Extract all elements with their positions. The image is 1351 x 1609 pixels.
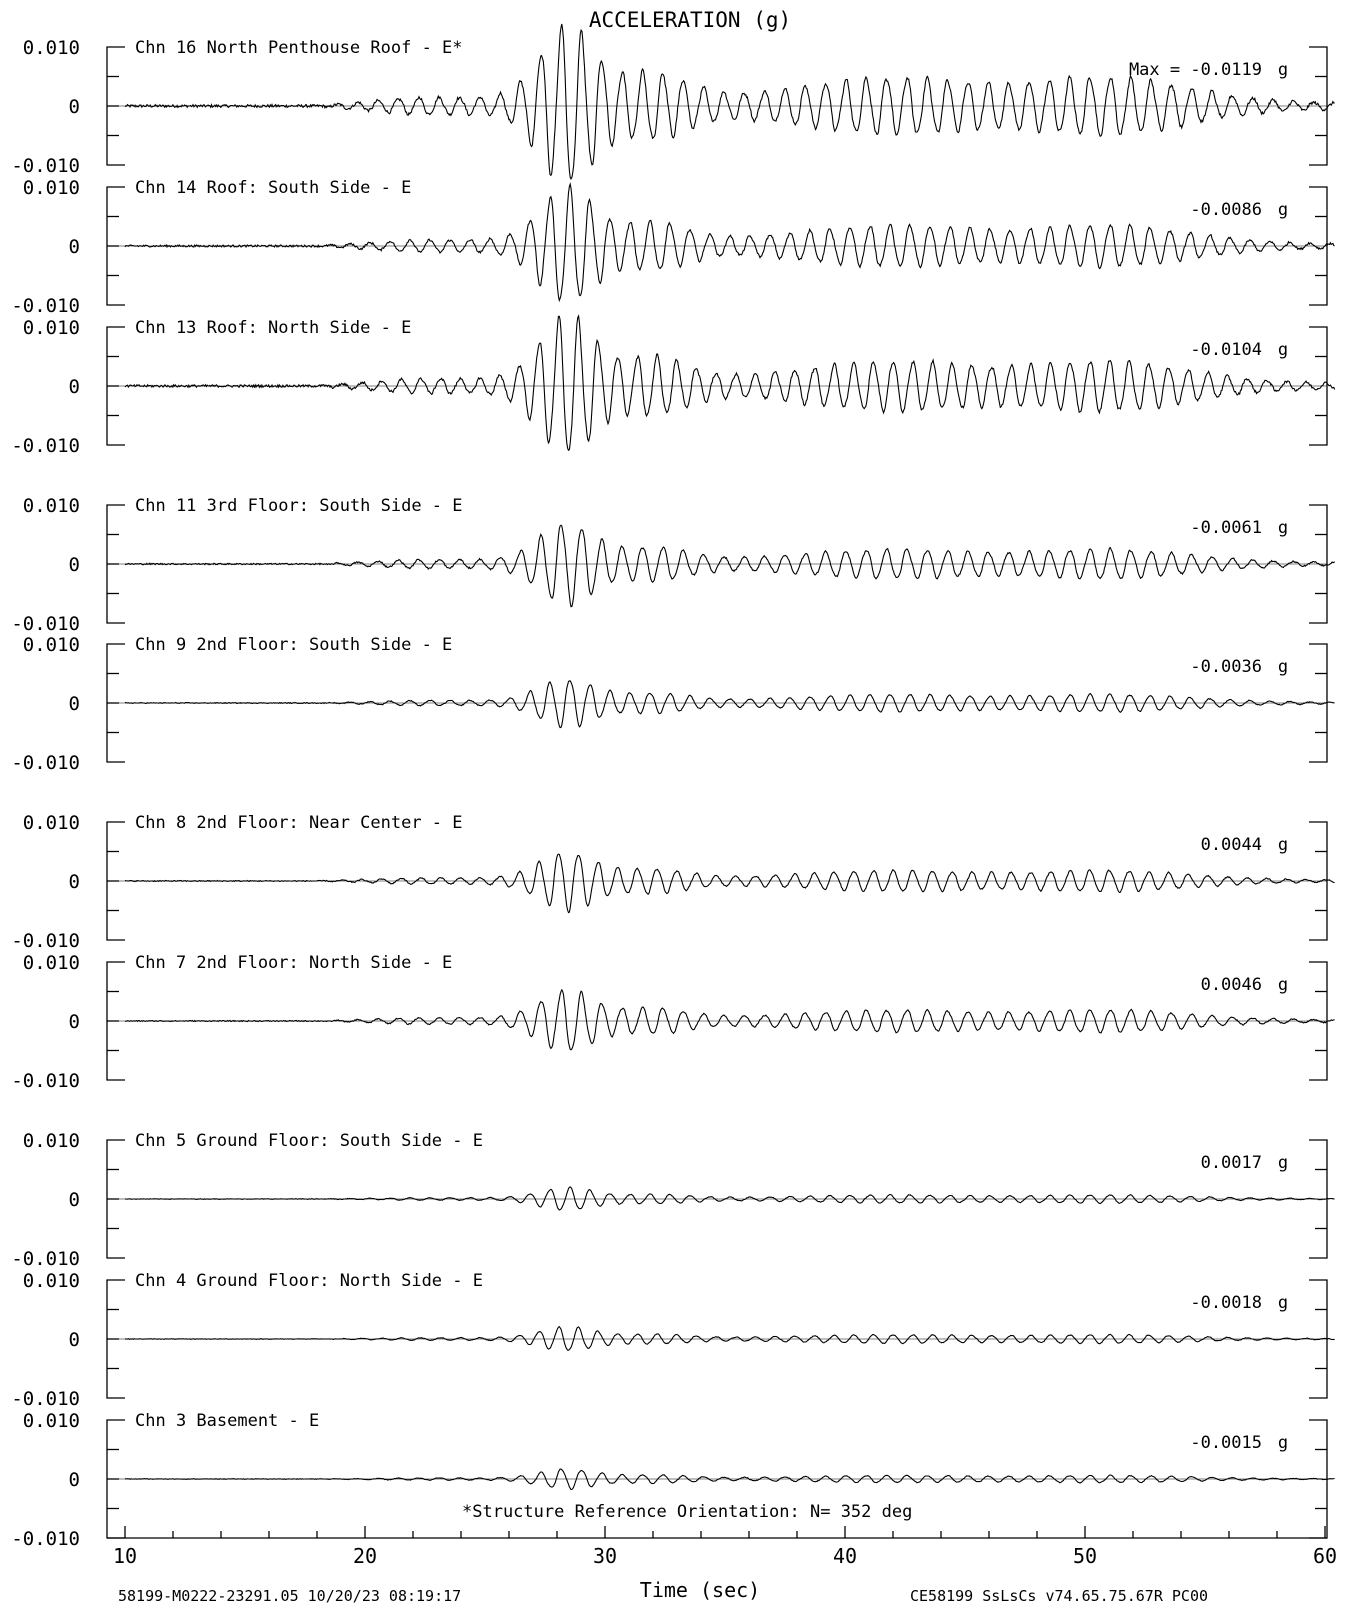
channel-label: Chn 3 Basement - E (135, 1411, 319, 1431)
channel-label: Chn 13 Roof: North Side - E (135, 318, 411, 338)
y-tick-label: -0.010 (11, 752, 80, 774)
footer-record-id: 58199-M0222-23291.05 10/20/23 08:19:17 (118, 1587, 461, 1604)
waveform-series (124, 314, 1336, 452)
y-tick-label: 0 (69, 1469, 80, 1491)
channel-panel: 0.010 0 -0.010 Chn 8 2nd Floor: Near Center… (11, 812, 1335, 952)
waveform-series (124, 524, 1336, 608)
channel-max-value: 0.0017 (1201, 1153, 1262, 1173)
y-tick-label: 0.010 (23, 317, 80, 339)
channel-panel: 0.010 0 -0.010 Chn 16 North Penthouse Roof … (11, 23, 1335, 181)
x-axis: 10 20 30 40 50 60 (107, 1526, 1337, 1568)
y-tick-label: 0.010 (23, 812, 80, 834)
y-tick-label: 0 (69, 1011, 80, 1033)
channel-max-unit: g (1278, 200, 1288, 220)
y-tick-label: 0 (69, 554, 80, 576)
channel-panel: 0.010 0 -0.010 Chn 4 Ground Floor: North Si… (11, 1270, 1335, 1410)
channel-panels: 0.010 0 -0.010 Chn 16 North Penthouse Roof … (11, 23, 1336, 1550)
y-tick-label: 0 (69, 871, 80, 893)
channel-label: Chn 7 2nd Floor: North Side - E (135, 953, 452, 973)
waveform-series (124, 1325, 1335, 1351)
channel-panel: 0.010 0 -0.010 Chn 13 Roof: North Side - E -… (11, 314, 1336, 457)
waveform-series (124, 853, 1335, 914)
x-tick-label: 30 (593, 1544, 617, 1568)
channel-max-unit: g (1278, 60, 1288, 80)
channel-panel: 0.010 0 -0.010 Chn 7 2nd Floor: North Side … (11, 952, 1335, 1092)
y-tick-label: 0 (69, 693, 80, 715)
y-tick-label: -0.010 (11, 1070, 80, 1092)
y-tick-label: 0.010 (23, 495, 80, 517)
channel-max-value: -0.0086 (1190, 200, 1262, 220)
channel-max-value: -0.0015 (1190, 1433, 1262, 1453)
waveform-series (124, 988, 1335, 1051)
channel-label: Chn 11 3rd Floor: South Side - E (135, 496, 463, 516)
x-tick-label: 40 (833, 1544, 857, 1568)
channel-max-value: -0.0018 (1190, 1293, 1262, 1313)
y-tick-label: 0.010 (23, 1410, 80, 1432)
footer-station-info: CE58199 SsLsCs v74.65.75.67R PC00 (910, 1587, 1208, 1604)
waveform-series (125, 1468, 1335, 1491)
channel-max-value: 0.0044 (1201, 835, 1262, 855)
waveform-series (124, 1186, 1335, 1211)
channel-max-unit: g (1278, 657, 1288, 677)
channel-max-value: -0.0036 (1190, 657, 1262, 677)
channel-max-unit: g (1278, 1153, 1288, 1173)
y-tick-label: -0.010 (11, 295, 80, 317)
y-tick-label: 0.010 (23, 952, 80, 974)
y-tick-label: 0 (69, 236, 80, 258)
y-tick-label: 0.010 (23, 1130, 80, 1152)
y-tick-label: -0.010 (11, 1248, 80, 1270)
y-tick-label: 0 (69, 376, 80, 398)
y-tick-label: 0 (69, 1189, 80, 1211)
channel-panel: 0.010 0 -0.010 Chn 14 Roof: South Side - E -… (11, 177, 1335, 317)
y-tick-label: -0.010 (11, 1528, 80, 1550)
channel-max-unit: g (1278, 1293, 1288, 1313)
channel-max-value: -0.0061 (1190, 518, 1262, 538)
channel-max-unit: g (1278, 835, 1288, 855)
y-tick-label: 0.010 (23, 177, 80, 199)
channel-panel: 0.010 0 -0.010 Chn 9 2nd Floor: South Side … (11, 634, 1335, 774)
channel-label: Chn 9 2nd Floor: South Side - E (135, 635, 452, 655)
y-tick-label: 0 (69, 96, 80, 118)
waveform-series (124, 181, 1335, 303)
channel-max-unit: g (1278, 518, 1288, 538)
channel-label: Chn 4 Ground Floor: North Side - E (135, 1271, 483, 1291)
channel-max-value: 0.0046 (1201, 975, 1262, 995)
channel-max-value: Max = -0.0119 (1129, 60, 1262, 80)
channel-panel: 0.010 0 -0.010 Chn 11 3rd Floor: South Side… (11, 495, 1336, 635)
channel-label: Chn 14 Roof: South Side - E (135, 178, 411, 198)
y-tick-label: -0.010 (11, 613, 80, 635)
x-tick-label: 10 (113, 1544, 137, 1568)
chart-title: ACCELERATION (g) (589, 8, 791, 32)
channel-max-unit: g (1278, 1433, 1288, 1453)
channel-max-unit: g (1278, 975, 1288, 995)
y-tick-label: 0.010 (23, 37, 80, 59)
y-tick-label: 0.010 (23, 634, 80, 656)
channel-max-value: -0.0104 (1190, 340, 1262, 360)
channel-panel: 0.010 0 -0.010 Chn 3 Basement - E -0.0015 g (11, 1410, 1335, 1550)
waveform-series (124, 23, 1335, 181)
channel-label: Chn 8 2nd Floor: Near Center - E (135, 813, 463, 833)
y-tick-label: -0.010 (11, 1388, 80, 1410)
x-axis-label: Time (sec) (640, 1578, 760, 1602)
channel-label: Chn 16 North Penthouse Roof - E* (135, 38, 463, 58)
waveform-series (124, 680, 1335, 729)
y-tick-label: 0 (69, 1329, 80, 1351)
y-tick-label: -0.010 (11, 435, 80, 457)
channel-panel: 0.010 0 -0.010 Chn 5 Ground Floor: South Si… (11, 1130, 1335, 1270)
y-tick-label: -0.010 (11, 155, 80, 177)
x-tick-label: 60 (1313, 1544, 1337, 1568)
x-tick-label: 50 (1073, 1544, 1097, 1568)
y-tick-label: 0.010 (23, 1270, 80, 1292)
channel-max-unit: g (1278, 340, 1288, 360)
orientation-note: *Structure Reference Orientation: N= 352… (462, 1502, 912, 1522)
channel-label: Chn 5 Ground Floor: South Side - E (135, 1131, 483, 1151)
y-tick-label: -0.010 (11, 930, 80, 952)
x-tick-label: 20 (353, 1544, 377, 1568)
